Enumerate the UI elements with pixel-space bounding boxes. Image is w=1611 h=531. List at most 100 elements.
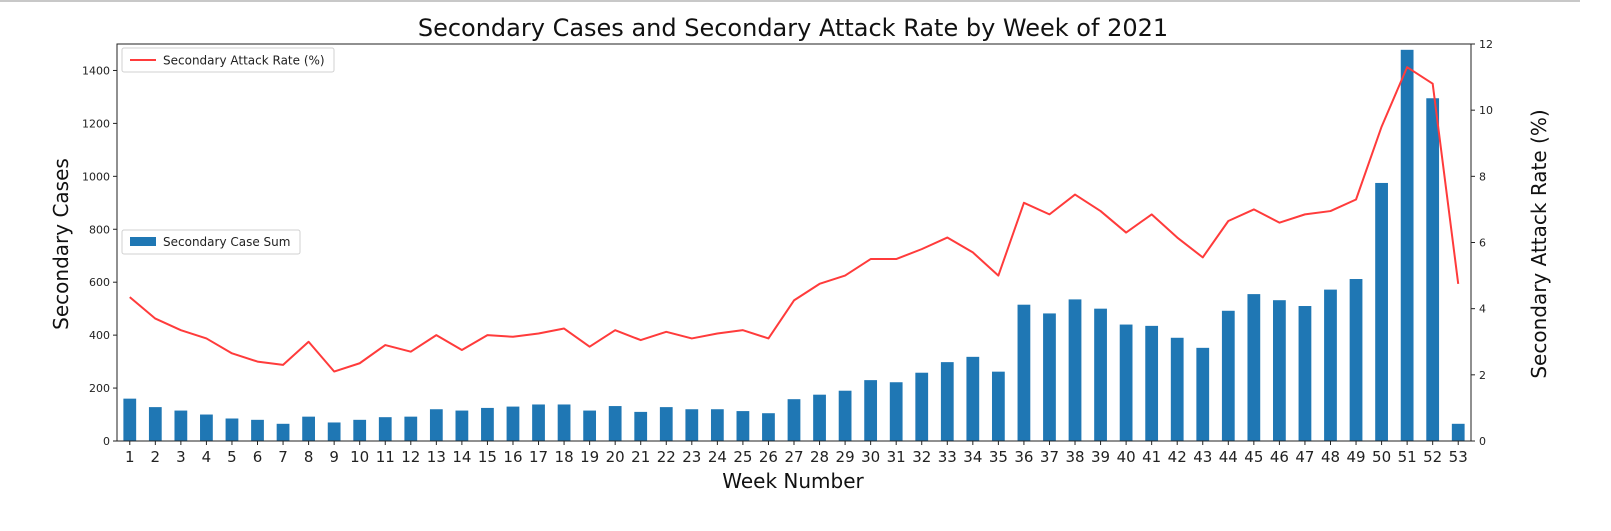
bar [327, 422, 341, 441]
x-tick-label: 11 [376, 448, 395, 466]
line-series [129, 66, 1460, 373]
bar [685, 409, 699, 441]
bar [1145, 325, 1159, 441]
x-tick-label: 16 [503, 448, 522, 466]
bar [966, 356, 980, 441]
x-tick-label: 27 [784, 448, 803, 466]
x-tick-label: 32 [912, 448, 931, 466]
bar [276, 423, 290, 441]
x-tick-label: 38 [1065, 448, 1084, 466]
x-tick-label: 33 [938, 448, 957, 466]
y-left-tick-label: 800 [89, 223, 110, 236]
x-tick-label: 43 [1193, 448, 1212, 466]
bar [864, 380, 878, 441]
y-right-tick-labels: 0 2 4 6 8 10 12 [1471, 38, 1493, 448]
x-tick-label: 41 [1142, 448, 1161, 466]
legend-bar: Secondary Case Sum [121, 229, 301, 255]
x-tick-label: 15 [478, 448, 497, 466]
x-tick-label: 5 [227, 448, 237, 466]
y-left-tick-label: 0 [103, 435, 110, 448]
bar [1196, 347, 1210, 441]
x-tick-label: 46 [1270, 448, 1289, 466]
x-tick-label: 23 [682, 448, 701, 466]
bar [787, 399, 801, 441]
x-tick-label: 3 [176, 448, 186, 466]
x-tick-label: 30 [861, 448, 880, 466]
x-tick-label: 50 [1372, 448, 1391, 466]
bar [634, 411, 648, 441]
bar [1221, 310, 1235, 441]
bar [710, 409, 724, 441]
plot-frame [116, 43, 1472, 442]
x-tick-label: 4 [202, 448, 212, 466]
bar [1068, 299, 1082, 441]
bar [1400, 49, 1414, 441]
x-tick-label: 12 [401, 448, 420, 466]
bar [481, 407, 494, 441]
bar [838, 390, 852, 441]
x-tick-label: 7 [278, 448, 288, 466]
bar [251, 419, 264, 441]
bar [1017, 304, 1031, 441]
x-tick-label: 22 [657, 448, 676, 466]
y-left-tick-label: 600 [89, 276, 110, 289]
x-tick-label: 37 [1040, 448, 1059, 466]
bar [302, 416, 315, 441]
x-tick-label: 9 [329, 448, 339, 466]
y-left-tick-labels: 0 200 400 600 800 1000 1200 1400 [82, 64, 117, 448]
y-right-tick-label: 8 [1479, 170, 1486, 183]
y-right-tick-label: 12 [1479, 38, 1493, 51]
y-left-tick-label: 400 [89, 329, 110, 342]
x-tick-label: 1 [125, 448, 135, 466]
y-right-tick-label: 2 [1479, 369, 1486, 382]
x-tick-label: 26 [759, 448, 778, 466]
x-axis-label: Week Number [722, 469, 864, 493]
bar [1094, 308, 1107, 441]
y-right-axis-label: Secondary Attack Rate (%) [1527, 109, 1551, 378]
bar [608, 406, 622, 441]
x-tick-label: 8 [304, 448, 314, 466]
x-tick-label: 35 [989, 448, 1008, 466]
x-tick-label: 51 [1398, 448, 1417, 466]
top-divider [0, 0, 1580, 2]
bar [915, 372, 929, 441]
y-left-tick-label: 1000 [82, 170, 110, 183]
y-right-tick-label: 6 [1479, 237, 1486, 250]
bar [659, 407, 673, 441]
x-tick-label: 47 [1295, 448, 1314, 466]
legend-bar-swatch [130, 237, 156, 246]
x-tick-label: 6 [253, 448, 263, 466]
y-left-axis-label: Secondary Cases [49, 158, 73, 330]
x-tick-label: 42 [1168, 448, 1187, 466]
bar [1298, 306, 1312, 441]
x-tick-label: 20 [606, 448, 625, 466]
y-left-tick-label: 1400 [82, 64, 110, 77]
bar [583, 410, 597, 441]
x-tick-label: 31 [887, 448, 906, 466]
x-tick-label: 2 [151, 448, 161, 466]
x-tick-label: 36 [1014, 448, 1033, 466]
legend-bar-label: Secondary Case Sum [163, 235, 290, 249]
bar [123, 398, 137, 441]
bar [378, 417, 392, 441]
bar [940, 362, 954, 441]
x-tick-label: 52 [1423, 448, 1442, 466]
x-tick-label: 34 [963, 448, 982, 466]
bar [1375, 182, 1388, 441]
bar [1043, 313, 1056, 441]
bar [557, 404, 571, 441]
bar [813, 394, 826, 441]
bar [148, 407, 162, 441]
y-left-tick-label: 1200 [82, 117, 110, 130]
bar [1247, 294, 1261, 441]
x-tick-label: 25 [733, 448, 752, 466]
bar-series [123, 49, 1465, 441]
bar [1324, 289, 1337, 441]
x-tick-label: 13 [427, 448, 446, 466]
bar [991, 371, 1005, 441]
bar [353, 419, 367, 441]
y-left-tick-label: 200 [89, 382, 110, 395]
x-tick-label: 24 [708, 448, 727, 466]
bar [404, 416, 418, 441]
x-tick-label: 17 [529, 448, 548, 466]
